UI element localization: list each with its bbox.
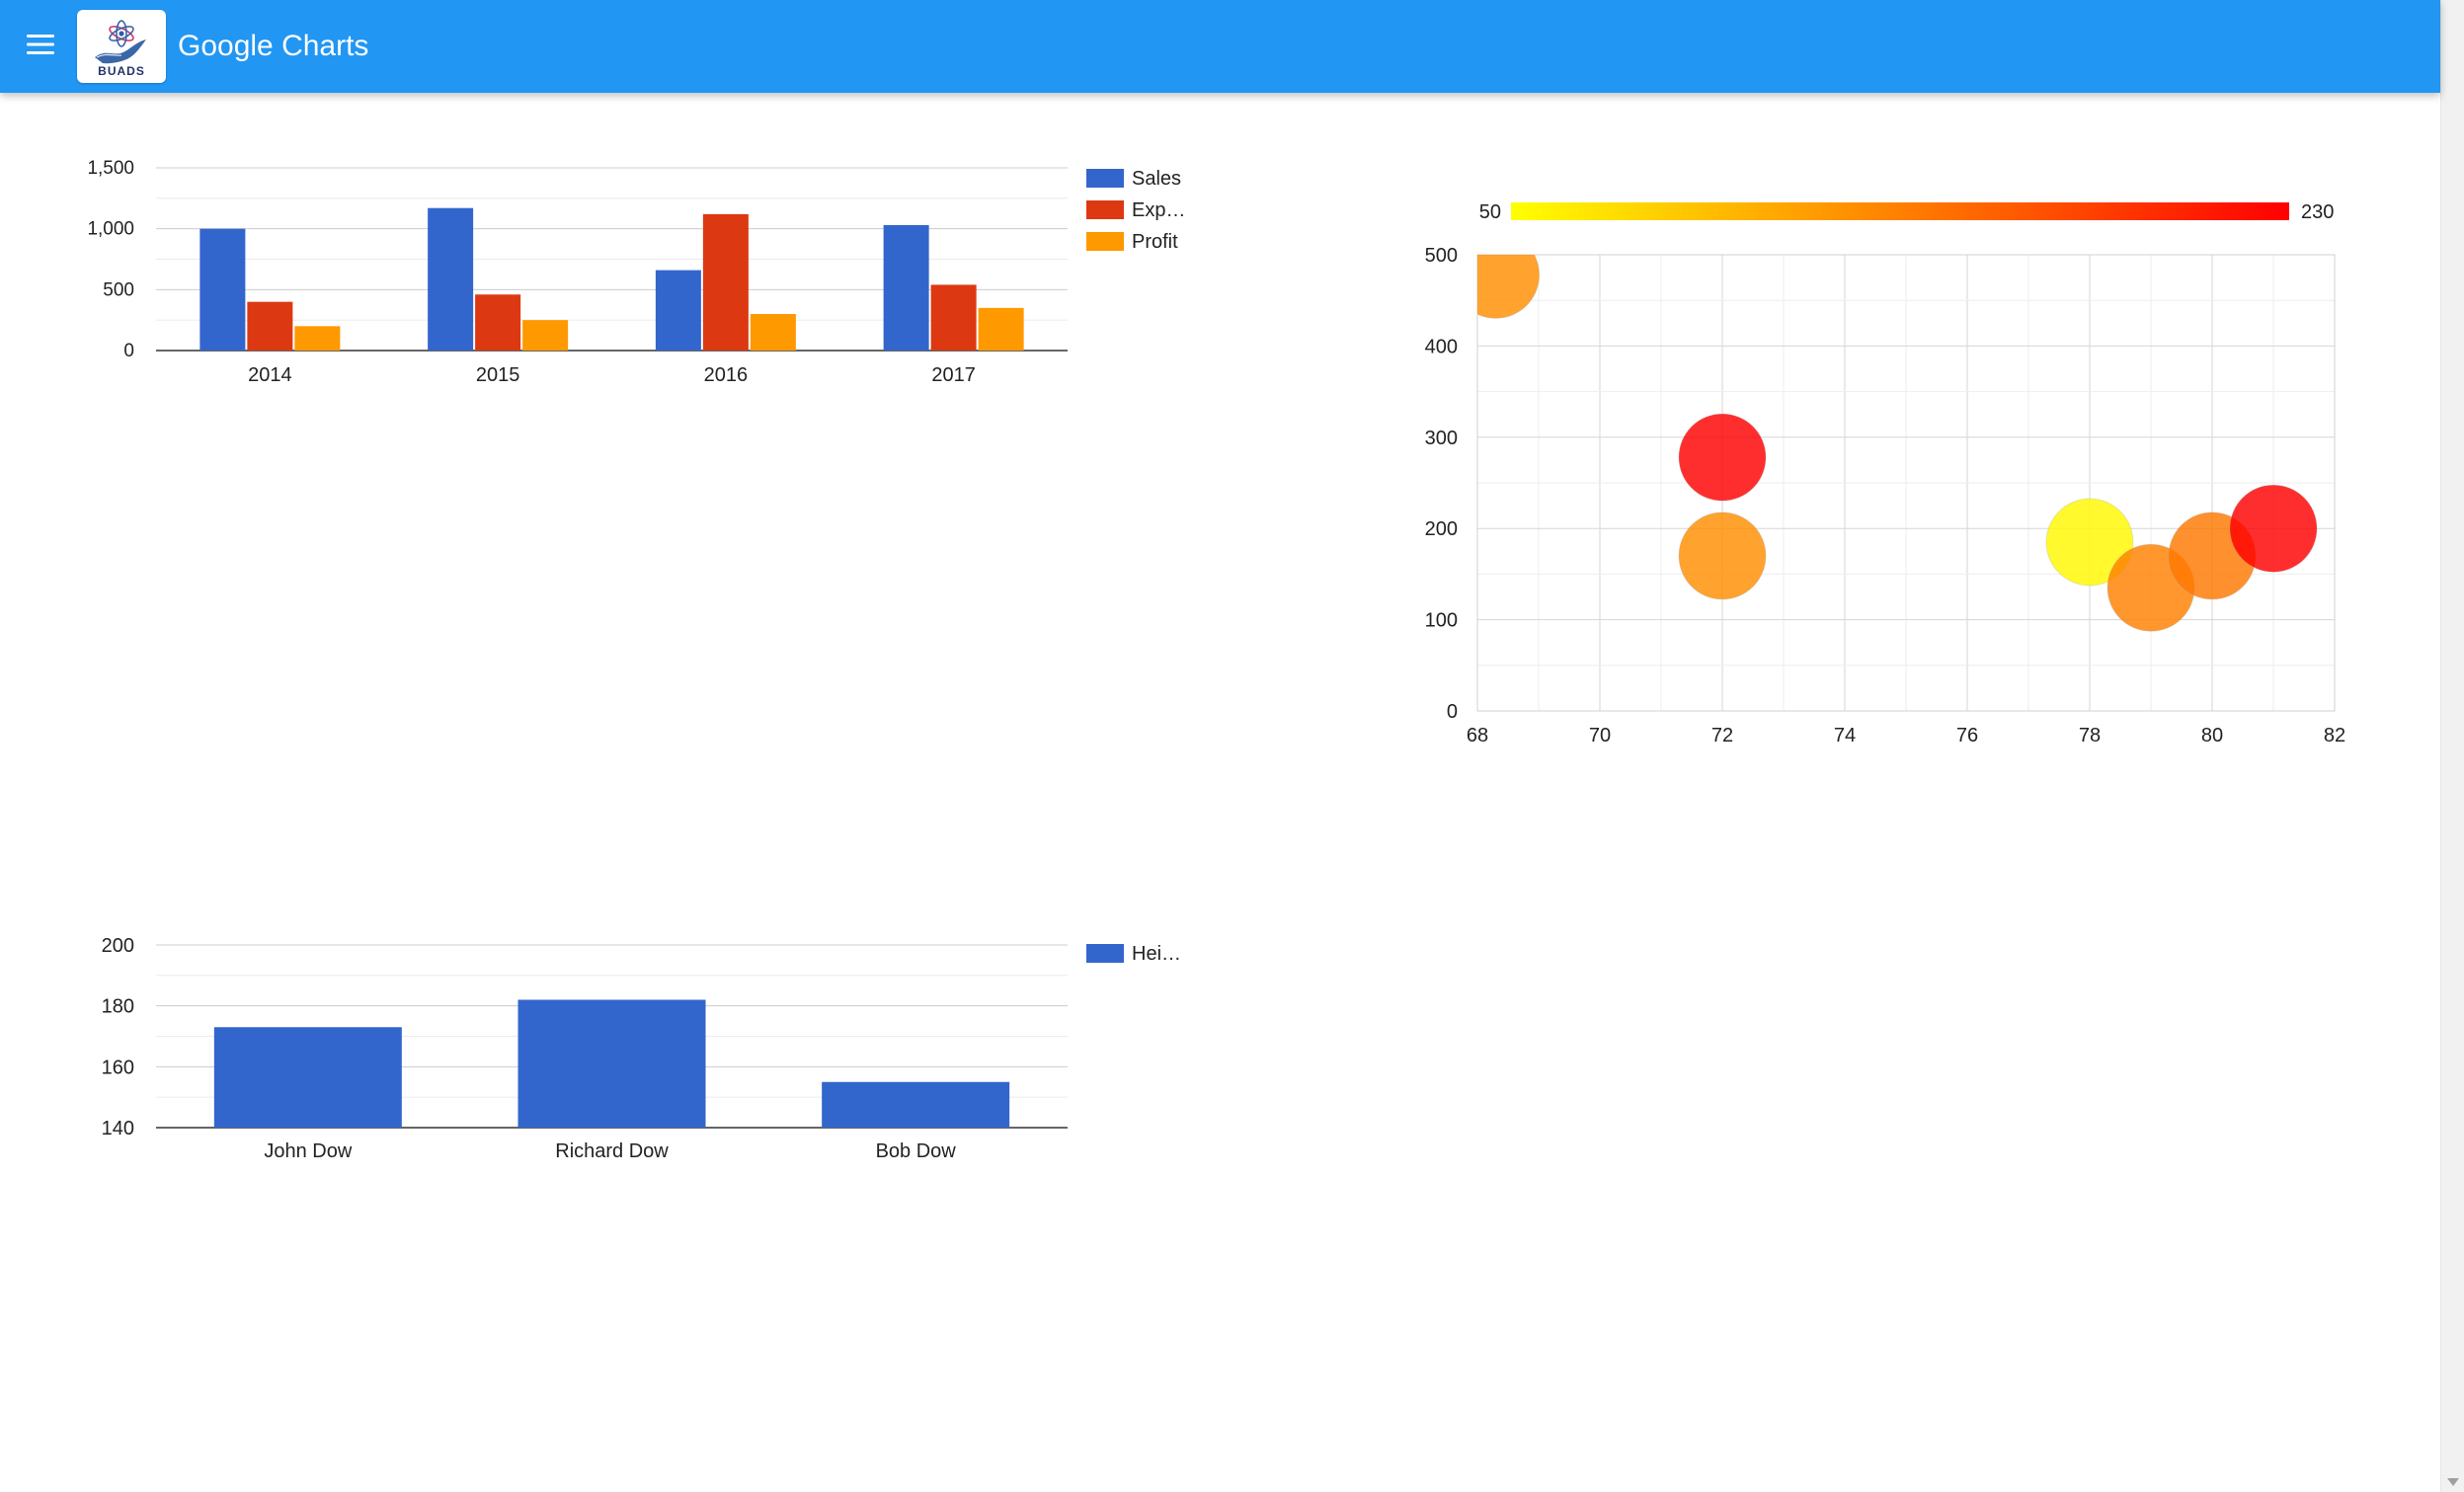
hamburger-menu-icon: [27, 34, 54, 59]
x-tick-label: 74: [1834, 725, 1856, 746]
vertical-scrollbar[interactable]: [2440, 0, 2464, 1492]
scroll-down-arrow-icon[interactable]: [2447, 1478, 2459, 1486]
legend-swatch[interactable]: [1086, 944, 1124, 963]
bar[interactable]: [199, 228, 246, 351]
x-tick-label: 2015: [476, 364, 520, 386]
color-axis-min-label: 50: [1479, 201, 1501, 223]
menu-button[interactable]: [14, 22, 67, 71]
app-logo[interactable]: BUADS: [77, 10, 166, 83]
bar[interactable]: [213, 1027, 402, 1128]
x-tick-label: 2016: [704, 364, 749, 386]
bar[interactable]: [517, 999, 706, 1129]
y-tick-label: 300: [1425, 428, 1458, 449]
x-tick-label: 76: [1956, 725, 1978, 746]
color-axis-bar: [1511, 202, 2289, 220]
x-tick-label: Bob Dow: [876, 1140, 957, 1162]
bar[interactable]: [822, 1081, 1010, 1128]
bubble[interactable]: [2045, 498, 2134, 587]
y-tick-label: 0: [1447, 701, 1458, 723]
legend-swatch[interactable]: [1086, 200, 1124, 219]
chart-svg: 50 230 68 70 72 74 76 78 80 82 0 100 200 300 400 500: [1425, 201, 2346, 746]
chart-bubble[interactable]: 50 230 68 70 72 74 76 78 80 82 0 100 200 300 400 500: [1383, 178, 2370, 770]
x-tick-label: 2014: [248, 364, 292, 386]
legend-label[interactable]: Sales: [1132, 168, 1181, 190]
chart-svg: 140 160 180 200 John Dow Richard Dow Bob Dow He…: [102, 935, 1181, 1162]
y-tick-label: 400: [1425, 336, 1458, 357]
bubble[interactable]: [1678, 511, 1767, 600]
chart-sales-expenses-profit[interactable]: 0 500 1,000 1,500 2014 2015 2016 2017 Sales Exp… P…: [0, 138, 1284, 434]
y-tick-label: 1,500: [87, 158, 134, 179]
plot-border: [1476, 254, 2336, 712]
y-tick-label: 140: [102, 1118, 134, 1139]
x-tick-label: 82: [2324, 725, 2345, 746]
bar[interactable]: [978, 307, 1024, 351]
y-tick-label: 160: [102, 1057, 134, 1078]
color-axis-max-label: 230: [2301, 201, 2334, 223]
x-tick-label: 68: [1467, 725, 1488, 746]
y-tick-label: 500: [1425, 245, 1458, 267]
app-bar: BUADS Google Charts: [0, 0, 2440, 93]
bar[interactable]: [475, 294, 521, 351]
bubble[interactable]: [1678, 413, 1767, 502]
legend-label[interactable]: Exp…: [1132, 199, 1185, 221]
x-tick-label: 78: [2079, 725, 2101, 746]
chart-svg: 0 500 1,000 1,500 2014 2015 2016 2017 Sales Exp… P…: [87, 158, 1185, 386]
bubble[interactable]: [2229, 484, 2318, 573]
bubble[interactable]: [1453, 231, 1541, 319]
bar[interactable]: [930, 284, 977, 351]
legend-label[interactable]: Profit: [1132, 231, 1178, 253]
bar[interactable]: [655, 270, 701, 351]
x-tick-label: John Dow: [264, 1140, 352, 1162]
x-tick-label: 72: [1711, 725, 1733, 746]
bar[interactable]: [522, 320, 569, 351]
bar[interactable]: [428, 207, 474, 351]
y-tick-label: 200: [102, 935, 134, 957]
y-tick-label: 200: [1425, 518, 1458, 540]
app-title: Google Charts: [178, 30, 369, 62]
bar[interactable]: [702, 213, 749, 351]
bar[interactable]: [294, 326, 341, 351]
y-tick-label: 1,000: [87, 219, 134, 240]
legend-label[interactable]: Hei…: [1132, 943, 1181, 965]
bar[interactable]: [247, 301, 293, 351]
chart-heights[interactable]: 140 160 180 200 John Dow Richard Dow Bob Dow He…: [0, 918, 1284, 1175]
y-tick-label: 500: [103, 279, 134, 300]
y-tick-label: 180: [102, 996, 134, 1018]
x-tick-label: Richard Dow: [555, 1140, 669, 1162]
y-tick-label: 0: [123, 341, 134, 361]
legend-swatch[interactable]: [1086, 232, 1124, 251]
bar[interactable]: [750, 314, 796, 351]
x-tick-label: 80: [2201, 725, 2223, 746]
bar[interactable]: [883, 224, 929, 351]
bubbles-layer: [1453, 231, 2318, 632]
logo-mark-icon: [95, 20, 146, 64]
x-tick-label: 2017: [931, 364, 976, 386]
x-tick-label: 70: [1589, 725, 1611, 746]
y-tick-label: 100: [1425, 610, 1458, 632]
logo-text: BUADS: [98, 64, 145, 78]
legend-swatch[interactable]: [1086, 169, 1124, 188]
